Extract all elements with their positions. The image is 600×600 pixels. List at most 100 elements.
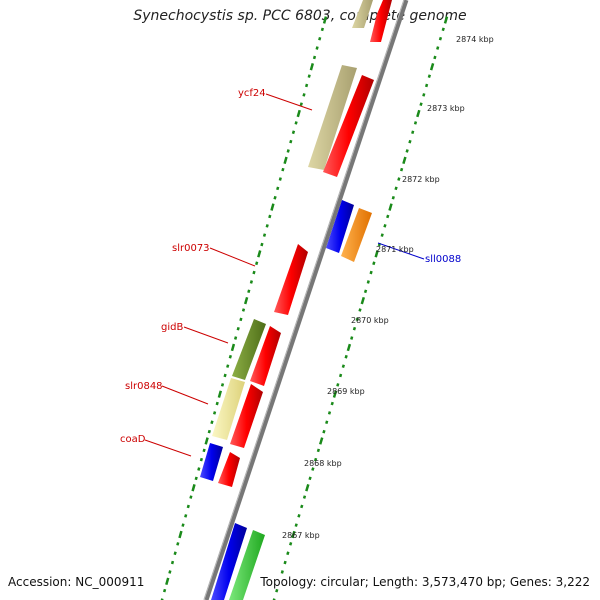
tick-mark bbox=[197, 467, 201, 471]
feature-olive-ycf24-1[interactable] bbox=[308, 65, 357, 170]
tick-mark bbox=[397, 177, 401, 181]
feature-red-ycf24[interactable] bbox=[323, 75, 374, 177]
tick-mark bbox=[199, 457, 204, 462]
tick-mark bbox=[322, 429, 326, 434]
gene-label-sll0088[interactable]: sll0088 bbox=[377, 242, 461, 265]
tick-mark bbox=[312, 55, 317, 60]
gene-label-text: coaD bbox=[120, 434, 146, 445]
gene-label-slr0848[interactable]: slr0848 bbox=[125, 381, 209, 405]
tick-mark bbox=[369, 270, 373, 275]
tick-mark bbox=[170, 560, 175, 565]
feature-olive-top-1[interactable] bbox=[352, 0, 373, 28]
feature-blue-coaD[interactable] bbox=[200, 443, 223, 481]
tick-mark bbox=[286, 149, 290, 153]
tick-mark bbox=[405, 149, 409, 153]
tick-mark bbox=[228, 354, 232, 359]
genome-summary-text: Topology: circular; Length: 3,573,470 bp… bbox=[258, 575, 592, 589]
tick-mark bbox=[416, 109, 421, 118]
gene-label-slr0073[interactable]: slr0073 bbox=[172, 243, 256, 267]
tick-mark bbox=[210, 420, 214, 425]
tick-mark bbox=[305, 484, 310, 492]
tick-mark bbox=[276, 186, 280, 191]
tick-mark bbox=[302, 495, 307, 499]
tick-mark bbox=[189, 495, 193, 499]
tick-mark bbox=[344, 354, 348, 359]
tick-mark bbox=[352, 326, 357, 331]
tick-mark bbox=[332, 390, 338, 398]
tick-mark bbox=[275, 588, 279, 593]
tick-mark bbox=[280, 570, 284, 574]
feature-blue-bottom[interactable] bbox=[211, 523, 247, 600]
tick-mark bbox=[300, 504, 304, 509]
tick-mark bbox=[341, 364, 345, 368]
tick-mark bbox=[436, 46, 440, 50]
tick-mark bbox=[438, 36, 443, 41]
gene-label-ycf24[interactable]: ycf24 bbox=[238, 88, 313, 111]
tick-mark bbox=[212, 411, 217, 415]
tick-mark bbox=[215, 401, 219, 406]
feature-red-coaD[interactable] bbox=[218, 452, 240, 487]
tick-mark bbox=[346, 343, 352, 352]
feature-lightyellow-slr0848[interactable] bbox=[212, 378, 245, 440]
tick-mark bbox=[241, 308, 246, 312]
feature-green-gidB[interactable] bbox=[232, 319, 266, 380]
tick-mark bbox=[294, 121, 298, 125]
tick-mark bbox=[270, 203, 275, 211]
genome-backbone-highlight bbox=[203, 0, 405, 600]
tick-mark bbox=[239, 317, 243, 322]
feature-green-bottom[interactable] bbox=[229, 530, 265, 600]
tick-mark bbox=[289, 139, 293, 144]
tick-mark bbox=[194, 476, 198, 481]
feature-red-top-1[interactable] bbox=[370, 0, 392, 42]
tick-mark bbox=[316, 448, 321, 453]
tick-mark bbox=[226, 364, 230, 368]
tick-mark bbox=[388, 203, 393, 211]
feature-red-slr0848[interactable] bbox=[230, 384, 263, 448]
gene-label-coaD[interactable]: coaD bbox=[120, 434, 192, 457]
tick-mark bbox=[419, 102, 423, 106]
tick-mark bbox=[283, 156, 288, 165]
tick-mark bbox=[178, 530, 183, 539]
tick-mark bbox=[294, 523, 298, 527]
tick-mark bbox=[320, 27, 325, 32]
tick-mark bbox=[366, 280, 370, 284]
tick-mark bbox=[202, 448, 206, 453]
outer-tick-track bbox=[272, 16, 449, 600]
tick-mark bbox=[268, 214, 272, 219]
feature-blue-sll0088[interactable] bbox=[326, 200, 354, 253]
tick-mark bbox=[360, 296, 365, 305]
scale-label-2867: 2867 kbp bbox=[282, 531, 320, 540]
tick-mark bbox=[402, 156, 407, 165]
feature-orange-sll0088[interactable] bbox=[341, 208, 372, 262]
tick-mark bbox=[207, 429, 211, 434]
tick-mark bbox=[411, 130, 415, 135]
tick-mark bbox=[262, 233, 267, 237]
tick-mark bbox=[160, 598, 164, 600]
tick-mark bbox=[162, 588, 167, 593]
tick-mark bbox=[429, 63, 435, 71]
tick-mark bbox=[433, 55, 437, 60]
scale-label-2872: 2872 kbp bbox=[402, 175, 440, 184]
feature-red-gidB[interactable] bbox=[250, 326, 281, 386]
tick-mark bbox=[441, 27, 445, 32]
feature-red-slr0073[interactable] bbox=[274, 244, 308, 315]
tick-mark bbox=[272, 598, 276, 600]
gene-label-gidB[interactable]: gidB bbox=[161, 322, 229, 344]
scale-labels: 2874 kbp 2873 kbp 2872 kbp 2871 kbp 2870… bbox=[282, 35, 494, 540]
tick-mark bbox=[386, 214, 390, 219]
tick-mark bbox=[307, 74, 311, 78]
tick-mark bbox=[223, 373, 227, 378]
tick-mark bbox=[291, 130, 296, 135]
tick-mark bbox=[286, 551, 290, 556]
tick-mark bbox=[443, 16, 449, 24]
tick-mark bbox=[380, 233, 384, 237]
tick-mark bbox=[181, 523, 185, 527]
tick-mark bbox=[255, 261, 259, 266]
tick-mark bbox=[309, 63, 315, 71]
tick-mark bbox=[299, 102, 303, 106]
inner-tick-track bbox=[160, 16, 328, 600]
tick-mark bbox=[313, 457, 318, 462]
tick-mark bbox=[308, 476, 312, 481]
